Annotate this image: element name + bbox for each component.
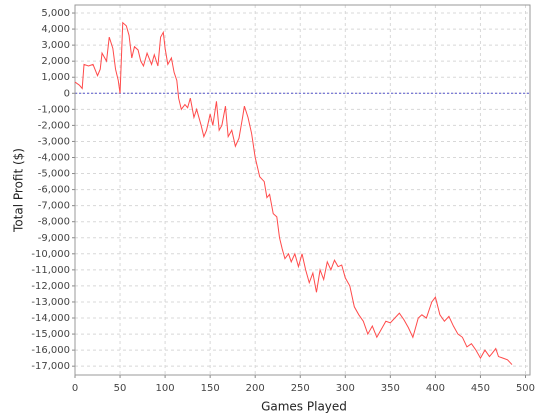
y-tick-label: -11,000	[31, 265, 70, 276]
x-tick-label: 300	[336, 383, 355, 394]
y-tick-label: 1,000	[41, 72, 70, 83]
y-tick-label: -15,000	[31, 329, 70, 340]
x-tick-label: 150	[201, 383, 220, 394]
y-tick-label: -2,000	[38, 120, 70, 131]
y-tick-label: 4,000	[41, 24, 70, 35]
y-tick-label: -14,000	[31, 313, 70, 324]
y-tick-label: -5,000	[38, 169, 70, 180]
y-tick-label: 5,000	[41, 8, 70, 19]
y-tick-label: -7,000	[38, 201, 70, 212]
plot-border	[74, 4, 531, 376]
y-tick-label: -13,000	[31, 297, 70, 308]
y-tick-label: 2,000	[41, 56, 70, 67]
y-tick-label: -16,000	[31, 345, 70, 356]
x-tick-label: 500	[516, 383, 535, 394]
y-tick-label: -4,000	[38, 152, 70, 163]
y-tick-label: -6,000	[38, 185, 70, 196]
x-tick-label: 450	[471, 383, 490, 394]
x-tick-label: 100	[156, 383, 175, 394]
profit-line	[74, 21, 513, 365]
y-tick-label: -10,000	[31, 249, 70, 260]
y-axis-label: Total Profit ($)	[12, 148, 26, 233]
x-tick-label: 400	[426, 383, 445, 394]
x-axis-label: Games Played	[261, 400, 347, 414]
x-tick-label: 250	[291, 383, 310, 394]
y-tick-label: -9,000	[38, 233, 70, 244]
y-tick-label: -12,000	[31, 281, 70, 292]
y-tick-label: -3,000	[38, 136, 70, 147]
x-tick-label: 200	[246, 383, 265, 394]
y-tick-label: 3,000	[41, 40, 70, 51]
y-tick-label: -1,000	[38, 104, 70, 115]
y-tick-label: 0	[64, 88, 70, 99]
x-tick-label: 350	[381, 383, 400, 394]
x-tick-label: 50	[114, 383, 127, 394]
y-tick-label: -17,000	[31, 361, 70, 372]
y-tick-label: -8,000	[38, 217, 70, 228]
x-tick-label: 0	[72, 383, 78, 394]
